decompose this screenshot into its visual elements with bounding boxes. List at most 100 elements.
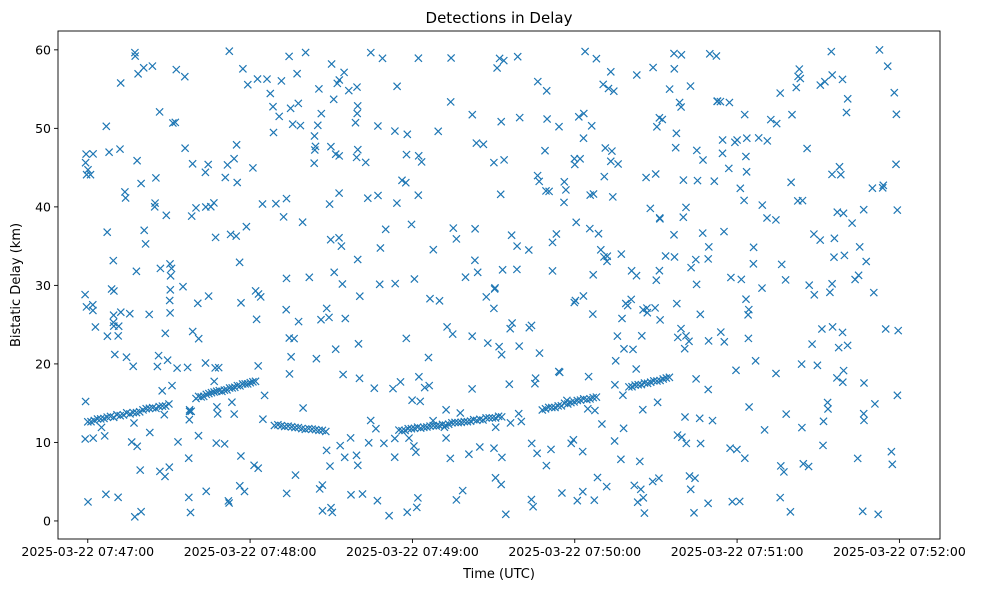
data-point: [656, 315, 665, 324]
data-point: [370, 384, 379, 393]
data-point: [587, 121, 596, 130]
data-point: [185, 407, 194, 416]
data-point: [432, 421, 441, 431]
data-point: [835, 162, 844, 171]
data-point: [468, 332, 477, 341]
data-point: [716, 97, 725, 106]
data-point: [548, 238, 557, 247]
data-point: [460, 417, 469, 426]
data-point: [363, 194, 372, 203]
data-point: [162, 211, 171, 220]
data-point: [776, 89, 785, 98]
data-point: [751, 356, 760, 365]
data-point: [573, 396, 582, 405]
data-point: [862, 257, 871, 266]
data-point: [137, 179, 146, 188]
data-point: [578, 447, 587, 456]
data-point: [225, 47, 234, 56]
data-point: [795, 65, 804, 74]
data-point: [771, 215, 780, 224]
data-point: [609, 87, 618, 96]
data-point: [414, 151, 423, 160]
data-point: [583, 404, 592, 413]
data-point: [254, 361, 263, 370]
data-point: [673, 333, 682, 342]
data-point: [161, 329, 170, 338]
data-point: [848, 219, 857, 228]
data-point: [892, 110, 901, 119]
data-point: [130, 48, 139, 57]
data-point: [304, 424, 313, 433]
data-point: [410, 274, 419, 284]
data-point: [209, 198, 218, 207]
data-point: [794, 72, 803, 81]
data-point: [472, 139, 481, 148]
data-point: [624, 382, 633, 391]
data-point: [839, 366, 848, 375]
data-point: [353, 255, 362, 264]
data-point: [81, 290, 90, 299]
data-point: [888, 460, 897, 469]
data-point: [719, 227, 729, 236]
data-point: [489, 304, 498, 313]
data-point: [542, 86, 551, 95]
data-point: [507, 231, 516, 240]
data-point: [673, 431, 682, 440]
data-point: [590, 496, 599, 505]
data-point: [364, 438, 373, 447]
data-point: [652, 376, 662, 386]
data-point: [456, 408, 465, 418]
data-point: [636, 485, 645, 494]
data-point: [870, 399, 879, 408]
data-point: [325, 462, 335, 471]
data-point: [243, 379, 252, 388]
data-point: [693, 176, 702, 185]
data-point: [131, 52, 140, 61]
data-point: [855, 242, 864, 251]
data-point: [572, 218, 581, 227]
data-point: [352, 153, 361, 162]
data-point: [251, 377, 260, 386]
data-point: [604, 84, 613, 93]
data-point: [296, 121, 305, 130]
data-point: [574, 112, 583, 121]
data-point: [570, 298, 579, 307]
data-point: [288, 120, 297, 129]
data-point: [512, 265, 521, 274]
data-point: [716, 328, 725, 337]
data-point: [193, 299, 202, 308]
x-tick-label: 2025-03-22 07:48:00: [184, 544, 317, 559]
data-point: [859, 378, 869, 388]
data-point: [749, 243, 758, 252]
data-point: [887, 447, 896, 456]
data-point: [853, 454, 862, 463]
data-point: [185, 415, 194, 424]
data-point: [489, 444, 499, 453]
data-point: [335, 189, 344, 198]
data-point: [271, 199, 280, 208]
data-point: [525, 323, 534, 332]
data-point: [690, 474, 700, 483]
data-point: [328, 508, 337, 517]
x-tick-label: 2025-03-22 07:50:00: [508, 544, 641, 559]
data-point: [155, 467, 164, 476]
data-point: [631, 381, 640, 390]
data-point: [326, 503, 336, 512]
data-point: [696, 310, 705, 319]
data-point: [416, 397, 425, 406]
data-point: [499, 56, 508, 65]
data-point: [579, 291, 588, 301]
data-point: [818, 441, 828, 450]
data-point: [817, 324, 826, 334]
data-point: [776, 493, 785, 502]
data-point: [545, 187, 554, 196]
data-point: [334, 233, 344, 242]
data-point: [468, 110, 477, 119]
data-point: [185, 405, 194, 414]
data-point: [168, 118, 177, 128]
data-point: [513, 52, 522, 61]
data-point: [391, 279, 400, 288]
data-point: [165, 296, 174, 305]
data-point: [352, 451, 361, 460]
data-point: [184, 493, 193, 502]
